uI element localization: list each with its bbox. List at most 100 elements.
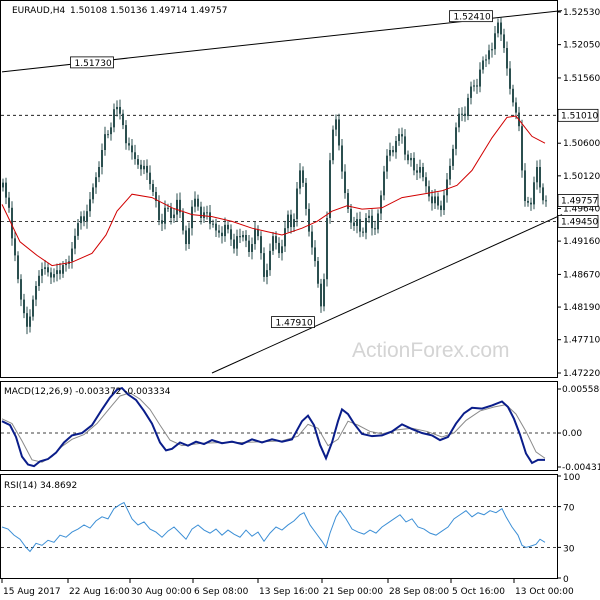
candle-body [287, 214, 289, 229]
candle-body [104, 134, 106, 151]
candle-body [119, 106, 121, 114]
candle-body [167, 207, 169, 209]
macd-panel-frame [0, 381, 558, 471]
candle-body [458, 113, 460, 128]
candle-body [269, 250, 271, 271]
candle-body [461, 113, 463, 115]
candle-body [197, 198, 199, 207]
y-tick-label: 1.52530 [563, 8, 600, 18]
candle-body [221, 232, 223, 237]
price-panel-frame [0, 0, 558, 378]
candle-body [224, 224, 226, 237]
candle-body [173, 214, 175, 218]
candle-body [407, 154, 409, 161]
candle-body [59, 270, 61, 274]
candle-body [203, 212, 205, 218]
annotation-label: 1.52410 [454, 13, 491, 23]
candle-body [128, 143, 130, 146]
candle-body [26, 313, 28, 327]
candle-body [113, 109, 115, 128]
candle-body [266, 270, 268, 277]
candle-body [485, 59, 487, 61]
candle-body [326, 217, 328, 280]
candle-body [449, 165, 451, 180]
price-label: 1.49450 [561, 217, 598, 227]
candle-body [260, 236, 262, 254]
candle-body [296, 188, 298, 220]
candle-body [488, 50, 490, 60]
candle-body [308, 208, 310, 232]
candle-body [512, 88, 514, 103]
candle-body [410, 157, 412, 161]
candle-body [290, 214, 292, 228]
rsi-panel-frame [0, 474, 558, 579]
candle-body [14, 238, 16, 256]
annotation-label: 1.47910 [276, 319, 313, 329]
candle-body [251, 244, 253, 252]
candle-body [317, 261, 319, 284]
candle-body [347, 193, 349, 209]
candle-body [542, 187, 544, 201]
x-tick-label: 6 Sep 08:00 [194, 587, 249, 597]
y-tick-label: 1.49160 [563, 237, 600, 247]
candle-body [47, 267, 49, 273]
macd-line [1, 386, 545, 468]
candle-body [368, 215, 370, 218]
candle-body [380, 195, 382, 214]
candle-body [257, 229, 259, 237]
candle-body [446, 179, 448, 196]
candle-body [473, 85, 475, 87]
candle-body [506, 48, 508, 69]
candle-body [32, 299, 34, 317]
candle-body [467, 97, 469, 117]
rsi-y-tick-label: 70 [563, 504, 575, 514]
price-label-box [557, 214, 599, 228]
time-x-axis: 15 Aug 2017 22 Aug 16:00 30 Aug 00:00 6 Sep… [1, 579, 574, 597]
candle-body [125, 125, 127, 144]
candle-body [263, 253, 265, 277]
candle-body [188, 228, 190, 245]
candle-body [539, 167, 541, 188]
price-label-box [557, 194, 599, 207]
candle-body [284, 228, 286, 247]
y-tick-label: 1.50120 [563, 172, 600, 182]
candle-body [248, 240, 250, 252]
candle-body [305, 182, 307, 209]
x-tick-label: 30 Aug 00:00 [131, 587, 192, 597]
candle-body [170, 207, 172, 218]
candle-body [5, 182, 7, 198]
candle-body [413, 157, 415, 171]
candle-body [191, 206, 193, 229]
symbol-label: EURAUD,H4 [12, 6, 65, 16]
candle-body [254, 229, 256, 245]
price-annotations: 1.51730 1.52410 1.47910 [70, 10, 493, 329]
candle-body [179, 199, 181, 213]
price-label: 1.49757 [561, 197, 598, 207]
candle-body [137, 159, 139, 165]
candle-body [98, 167, 100, 178]
candle-body [41, 268, 43, 276]
candle-body [140, 164, 142, 170]
candle-body [158, 200, 160, 221]
x-tick-label: 21 Sep 00:00 [323, 587, 383, 597]
rsi-grid [1, 506, 557, 548]
candle-body [215, 223, 217, 231]
candle-body [425, 177, 427, 187]
candle-body [239, 236, 241, 238]
candle-body [101, 150, 103, 168]
candle-body [8, 197, 10, 208]
price-y-axis: 1.52530 1.52050 1.51560 1.50600 1.50120 1.496… [557, 8, 600, 379]
candle-body [233, 239, 235, 249]
candle-body [500, 22, 502, 35]
candle-body [422, 167, 424, 178]
candle-body [479, 69, 481, 87]
candle-body [218, 230, 220, 233]
candle-body [299, 170, 301, 189]
candle-body [38, 275, 40, 286]
annotation-box [271, 316, 315, 328]
candle-body [437, 196, 439, 206]
candle-body [434, 196, 436, 204]
candle-body [311, 231, 313, 248]
macd-y-tick-label: 0.00 [562, 429, 582, 439]
y-tick-label: 1.51560 [563, 74, 600, 84]
